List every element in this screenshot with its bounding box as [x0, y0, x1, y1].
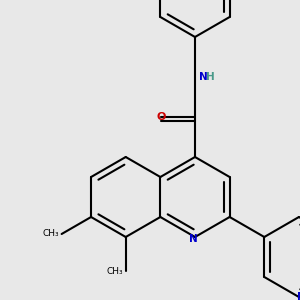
- Text: O: O: [156, 112, 166, 122]
- Text: N: N: [199, 72, 208, 82]
- Text: N: N: [296, 292, 300, 300]
- Text: CH₃: CH₃: [42, 230, 58, 238]
- Text: H: H: [206, 72, 215, 82]
- Text: CH₃: CH₃: [106, 266, 123, 275]
- Text: N: N: [189, 234, 197, 244]
